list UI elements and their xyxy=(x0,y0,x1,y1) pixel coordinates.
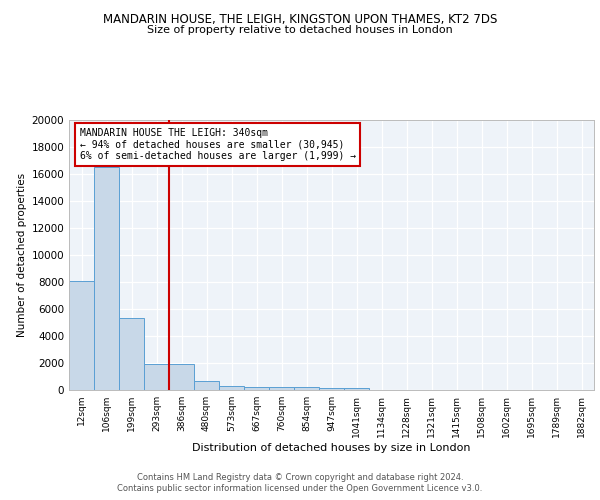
Text: Contains HM Land Registry data © Crown copyright and database right 2024.: Contains HM Land Registry data © Crown c… xyxy=(137,472,463,482)
Bar xyxy=(194,380,219,390)
Bar xyxy=(69,280,94,390)
Y-axis label: Number of detached properties: Number of detached properties xyxy=(17,173,27,337)
Bar xyxy=(344,388,369,390)
Text: Contains public sector information licensed under the Open Government Licence v3: Contains public sector information licen… xyxy=(118,484,482,493)
Bar xyxy=(269,387,294,390)
Bar xyxy=(119,318,144,390)
Bar xyxy=(294,388,319,390)
X-axis label: Distribution of detached houses by size in London: Distribution of detached houses by size … xyxy=(192,442,471,452)
Text: MANDARIN HOUSE, THE LEIGH, KINGSTON UPON THAMES, KT2 7DS: MANDARIN HOUSE, THE LEIGH, KINGSTON UPON… xyxy=(103,12,497,26)
Text: MANDARIN HOUSE THE LEIGH: 340sqm
← 94% of detached houses are smaller (30,945)
6: MANDARIN HOUSE THE LEIGH: 340sqm ← 94% o… xyxy=(79,128,356,162)
Bar xyxy=(219,386,244,390)
Bar xyxy=(144,364,169,390)
Bar xyxy=(319,388,344,390)
Bar xyxy=(244,387,269,390)
Bar xyxy=(169,364,194,390)
Bar xyxy=(94,167,119,390)
Text: Size of property relative to detached houses in London: Size of property relative to detached ho… xyxy=(147,25,453,35)
